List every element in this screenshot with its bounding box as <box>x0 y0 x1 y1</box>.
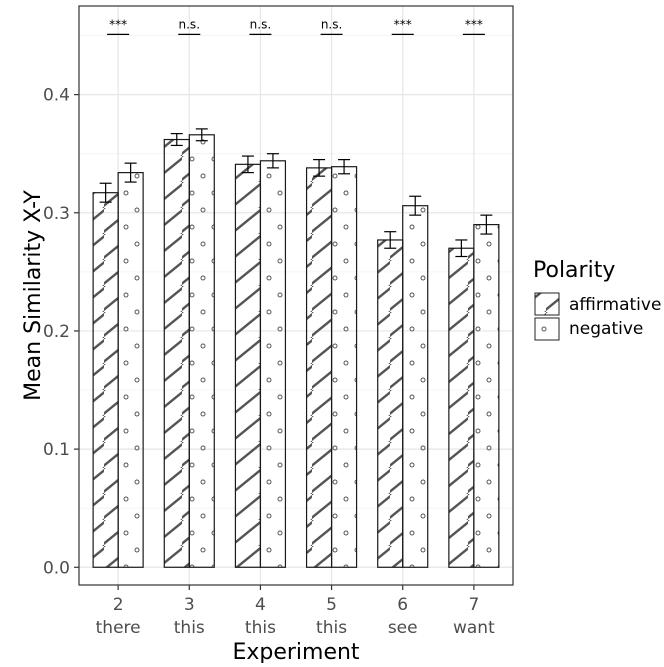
bar-negative <box>188 134 215 568</box>
error-bar-negative <box>338 159 351 175</box>
axes-layer: 0.0 0.1 0.2 0.3 0.4 2 there 3 this 4 this 5 this 6 see… <box>43 86 495 638</box>
legend-title: Polarity <box>533 258 615 283</box>
legend: Polarity affirmative negative <box>533 258 661 341</box>
legend-label-affirmative: affirmative <box>569 295 661 315</box>
error-bar-affirmative <box>99 182 112 203</box>
plot-panel-border <box>78 5 514 586</box>
x-tick-label-number: 2 <box>113 595 124 615</box>
y-tick-label: 0.0 <box>43 558 70 578</box>
bar-negative <box>259 160 287 568</box>
bar-affirmative <box>234 163 262 568</box>
error-bar-negative <box>124 162 137 183</box>
significance-label: *** <box>465 17 483 31</box>
error-bar-negative <box>195 128 208 142</box>
bar-affirmative <box>448 247 475 568</box>
significance-label: n.s. <box>179 17 201 31</box>
bar-affirmative <box>377 239 404 568</box>
y-axis-title: Mean Similarity X-Y <box>21 190 46 401</box>
y-tick-label: 0.2 <box>43 322 70 342</box>
x-tick-label-word: want <box>453 618 495 638</box>
bar-negative <box>117 172 144 568</box>
error-bar-negative <box>480 214 493 235</box>
legend-label-negative: negative <box>569 319 643 339</box>
bar-negative <box>330 166 358 568</box>
y-tick-label: 0.3 <box>43 204 70 224</box>
bar-affirmative <box>92 192 119 568</box>
x-tick-label-number: 4 <box>255 595 266 615</box>
y-tick-label: 0.1 <box>43 440 70 460</box>
x-axis-title: Experiment <box>232 640 359 663</box>
legend-key-negative <box>534 317 560 341</box>
bar-affirmative <box>305 167 333 568</box>
significance-label: n.s. <box>250 17 272 31</box>
error-bar-affirmative <box>313 159 326 177</box>
y-tick-label: 0.4 <box>43 86 70 106</box>
significance-label: *** <box>394 17 412 31</box>
significance-label: n.s. <box>321 17 343 31</box>
error-bar-affirmative <box>241 155 254 174</box>
bar-negative <box>402 205 429 568</box>
x-tick-label-word: this <box>174 618 205 638</box>
x-tick-label-number: 7 <box>468 595 479 615</box>
bars-layer <box>92 134 500 568</box>
error-bar-affirmative <box>384 231 397 249</box>
error-bar-affirmative <box>170 133 183 147</box>
error-bar-negative <box>266 153 279 169</box>
error-bars-layer <box>99 128 493 258</box>
error-bar-affirmative <box>455 239 468 258</box>
significance-layer: *** n.s. n.s. n.s. *** *** <box>107 17 485 36</box>
x-tick-label-number: 3 <box>184 595 195 615</box>
x-tick-label-word: see <box>388 618 418 638</box>
significance-label: *** <box>109 17 127 31</box>
x-tick-label-word: there <box>96 618 141 638</box>
grid-layer <box>79 6 513 585</box>
x-tick-label-number: 6 <box>397 595 408 615</box>
legend-key-affirmative <box>534 292 560 316</box>
x-tick-label-word: this <box>316 618 347 638</box>
x-tick-label-word: this <box>245 618 276 638</box>
x-tick-label-number: 5 <box>326 595 337 615</box>
bar-affirmative <box>163 138 190 568</box>
error-bar-negative <box>409 195 422 216</box>
bar-negative <box>473 224 500 568</box>
